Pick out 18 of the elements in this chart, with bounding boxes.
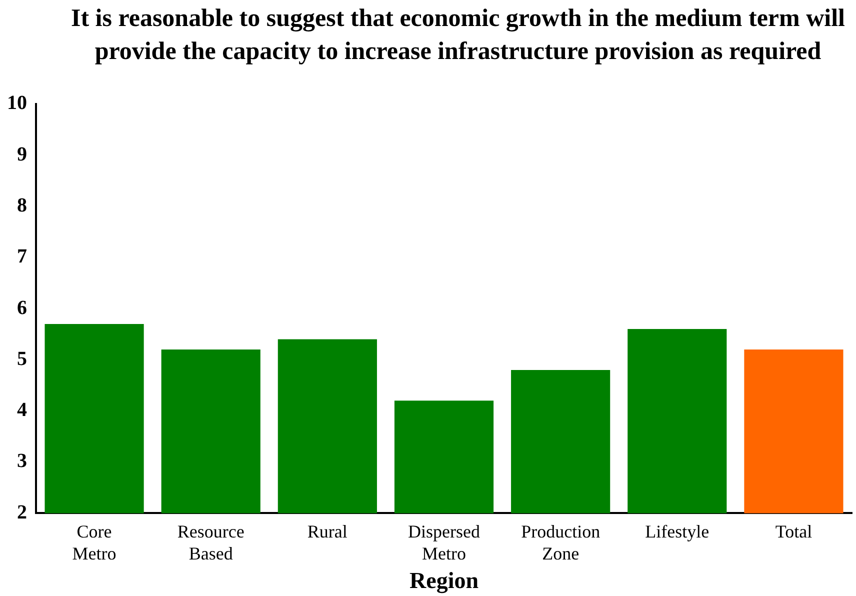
y-tick-label: 10 [7,92,27,114]
x-tick-label: Resource Based [177,522,244,564]
x-tick-label: Total [775,522,812,542]
chart-title: It is reasonable to suggest that economic growth in the medium term will provide the capacity to increase infrastructure provision as required [70,4,846,67]
y-tick-label: 9 [17,143,27,166]
x-tick-label: Dispersed Metro [408,522,480,564]
y-tick-label: 8 [17,194,27,216]
x-tick-label: Core Metro [72,522,116,564]
y-tick-label: 4 [17,399,27,422]
y-tick-label: 6 [17,296,27,319]
x-tick-label: Rural [307,522,348,542]
x-axis-title: Region [410,568,479,594]
y-tick-label: 3 [17,450,27,472]
x-tick-label: Lifestyle [645,522,710,542]
y-tick-label: 7 [17,246,27,268]
y-tick-label: 2 [17,501,27,524]
x-tick-label: Production Zone [521,522,600,564]
y-tick-label: 5 [17,348,27,370]
